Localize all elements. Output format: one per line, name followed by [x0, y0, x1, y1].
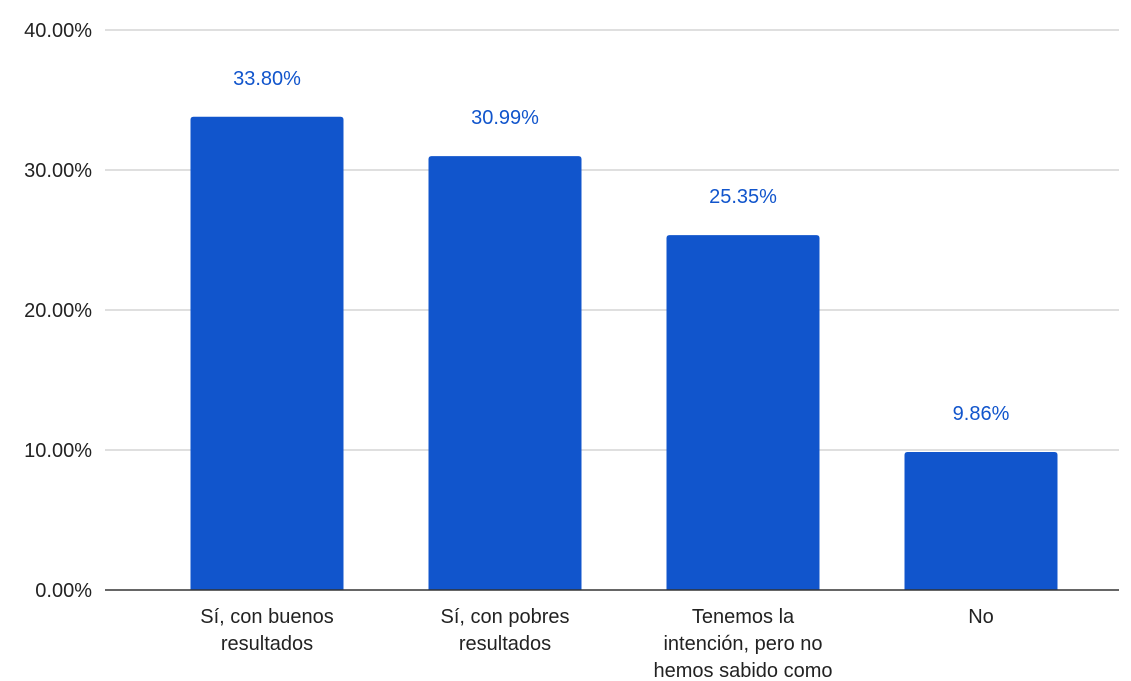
x-axis-category-labels: Sí, con buenos resultados Sí, con pobres re…: [200, 606, 994, 681]
category-label: Sí, con buenos resultados: [200, 606, 333, 655]
category-label-line: hemos sabido como: [654, 660, 833, 681]
category-label-line: intención, pero no: [663, 633, 822, 655]
category-label-line: No: [968, 606, 994, 628]
y-tick-label: 30.00%: [24, 160, 92, 182]
category-label-line: resultados: [459, 633, 551, 655]
y-tick-label: 10.00%: [24, 440, 92, 462]
y-axis-tick-labels: 0.00% 10.00% 20.00% 30.00% 40.00%: [24, 20, 92, 602]
data-label: 33.80%: [233, 68, 301, 90]
y-tick-label: 0.00%: [35, 580, 92, 602]
y-tick-label: 20.00%: [24, 300, 92, 322]
y-tick-label: 40.00%: [24, 20, 92, 42]
category-label-line: Tenemos la: [692, 606, 795, 628]
category-label-line: resultados: [221, 633, 313, 655]
bar: [666, 235, 820, 590]
category-label-line: Sí, con pobres: [441, 606, 570, 628]
category-label: Tenemos la intención, pero no hemos sabido…: [654, 606, 833, 681]
category-label-line: Sí, con buenos: [200, 606, 333, 628]
bar: [904, 451, 1058, 590]
data-label: 25.35%: [709, 186, 777, 208]
bar: [428, 156, 582, 590]
data-labels: 33.80% 30.99% 25.35% 9.86%: [233, 68, 1009, 425]
category-label: No: [968, 606, 994, 628]
bars: [190, 116, 1058, 591]
data-label: 30.99%: [471, 107, 539, 129]
category-label: Sí, con pobres resultados: [441, 606, 570, 655]
bar: [190, 116, 344, 591]
data-label: 9.86%: [953, 403, 1010, 425]
